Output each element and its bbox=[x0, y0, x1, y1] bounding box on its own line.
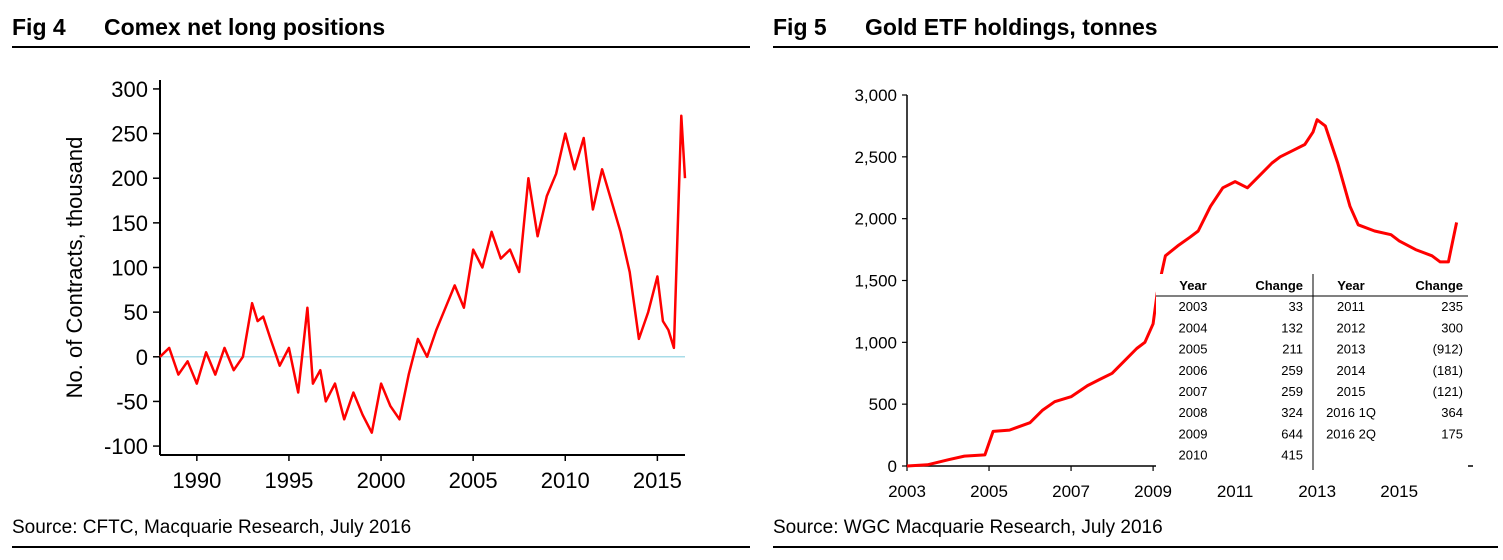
fig5-table-cell: 175 bbox=[1441, 426, 1463, 441]
fig5-table-cell: 2013 bbox=[1337, 342, 1366, 357]
fig4-y-tick-label: -50 bbox=[116, 389, 148, 414]
fig5-table-header: Change bbox=[1415, 278, 1463, 293]
fig5-chart: 0 500 1,000 1,500 2,000 2,500 3,000 2003 2005 200… bbox=[854, 86, 1473, 501]
fig4-x-tick-label: 2015 bbox=[633, 468, 682, 493]
fig5-y-tick-label: 0 bbox=[888, 457, 897, 476]
fig4-title: Fig 4 Comex net long positions bbox=[12, 14, 385, 41]
fig5-panel: Fig 5 Gold ETF holdings, tonnes 0 500 1,000… bbox=[773, 0, 1498, 560]
fig5-table-cell: 415 bbox=[1281, 448, 1303, 463]
fig4-bottom-rule bbox=[12, 546, 750, 548]
fig5-table-cell: 324 bbox=[1281, 405, 1303, 420]
fig5-table-header: Year bbox=[1179, 278, 1206, 293]
fig4-x-tick-label: 2010 bbox=[541, 468, 590, 493]
fig4-top-rule bbox=[12, 46, 750, 48]
fig4-x-tick-label: 2005 bbox=[449, 468, 498, 493]
fig4-y-tick-label: 150 bbox=[111, 211, 148, 236]
fig4-chart: -100 -50 0 50 100 150 200 250 300 1990 1995 2000 200… bbox=[62, 77, 687, 493]
fig5-table-cell: 2005 bbox=[1179, 342, 1208, 357]
fig5-table-cell: 2007 bbox=[1179, 384, 1208, 399]
fig5-table-cell: 2015 bbox=[1337, 384, 1366, 399]
fig5-change-table: Year Change Year Change 2003 33 2004 132 2005 211… bbox=[1156, 274, 1468, 472]
fig4-y-tick-label: 200 bbox=[111, 166, 148, 191]
fig5-x-tick-label: 2013 bbox=[1298, 482, 1336, 501]
fig5-x-tick-label: 2009 bbox=[1134, 482, 1172, 501]
fig4-panel: Fig 4 Comex net long positions -100 -50 0 50… bbox=[12, 0, 750, 560]
fig5-y-tick-label: 3,000 bbox=[854, 86, 897, 105]
fig5-table-cell: 2011 bbox=[1337, 299, 1365, 314]
fig5-table-cell: 2008 bbox=[1179, 405, 1208, 420]
fig5-y-tick-label: 500 bbox=[869, 395, 897, 414]
fig5-y-tick-label: 2,000 bbox=[854, 210, 897, 229]
fig4-series-line bbox=[159, 114, 687, 434]
fig5-table-cell: 211 bbox=[1282, 342, 1303, 357]
fig5-table-cell: 2004 bbox=[1179, 320, 1208, 335]
fig5-table-header: Change bbox=[1255, 278, 1303, 293]
fig5-table-cell: (912) bbox=[1433, 342, 1463, 357]
fig5-table-cell: 2009 bbox=[1179, 426, 1208, 441]
fig5-source: Source: WGC Macquarie Research, July 201… bbox=[773, 517, 1163, 538]
fig5-x-tick-label: 2011 bbox=[1217, 482, 1254, 501]
fig5-table-cell: (181) bbox=[1433, 363, 1463, 378]
fig5-x-tick-label: 2003 bbox=[888, 482, 926, 501]
fig5-top-rule bbox=[773, 46, 1498, 48]
fig5-series-line bbox=[906, 118, 1459, 468]
fig5-table-cell: 2010 bbox=[1179, 448, 1208, 463]
fig5-table-header: Year bbox=[1337, 278, 1364, 293]
fig4-y-axis-label: No. of Contracts, thousand bbox=[62, 137, 87, 399]
fig5-table-cell: 132 bbox=[1281, 320, 1303, 335]
fig5-x-tick-label: 2007 bbox=[1052, 482, 1090, 501]
fig5-table-cell: 2012 bbox=[1337, 320, 1366, 335]
fig4-y-tick-label: 300 bbox=[111, 77, 148, 102]
fig4-y-tick-label: 50 bbox=[124, 300, 148, 325]
fig5-number: Fig 5 bbox=[773, 14, 827, 40]
fig5-table-cell: 2003 bbox=[1179, 299, 1208, 314]
fig5-table-cell: 2014 bbox=[1337, 363, 1366, 378]
fig4-title-text: Comex net long positions bbox=[104, 14, 386, 40]
fig4-y-tick-label: 250 bbox=[111, 122, 148, 147]
fig5-table-cell: 2016 1Q bbox=[1326, 405, 1376, 420]
fig5-title-text: Gold ETF holdings, tonnes bbox=[865, 14, 1158, 40]
fig5-x-tick-label: 2005 bbox=[970, 482, 1008, 501]
fig5-y-tick-label: 1,000 bbox=[854, 333, 897, 352]
fig5-y-tick-label: 1,500 bbox=[854, 272, 897, 291]
fig5-table-cell: (121) bbox=[1433, 384, 1463, 399]
fig4-number: Fig 4 bbox=[12, 14, 66, 40]
fig5-table-cell: 259 bbox=[1281, 363, 1303, 378]
fig4-y-tick-label: 0 bbox=[136, 345, 148, 370]
fig4-x-tick-label: 1990 bbox=[172, 468, 221, 493]
fig5-table-cell: 644 bbox=[1281, 426, 1303, 441]
fig5-table-cell: 300 bbox=[1441, 320, 1463, 335]
fig5-table-cell: 259 bbox=[1281, 384, 1303, 399]
fig5-table-cell: 235 bbox=[1441, 299, 1463, 314]
fig5-table-cell: 33 bbox=[1289, 299, 1303, 314]
fig4-x-tick-label: 1995 bbox=[264, 468, 313, 493]
fig5-table-cell: 2006 bbox=[1179, 363, 1208, 378]
fig5-title: Fig 5 Gold ETF holdings, tonnes bbox=[773, 14, 1158, 41]
fig5-x-tick-label: 2015 bbox=[1380, 482, 1418, 501]
fig4-y-tick-label: -100 bbox=[104, 434, 148, 459]
fig5-y-tick-label: 2,500 bbox=[854, 148, 897, 167]
fig4-source: Source: CFTC, Macquarie Research, July 2… bbox=[12, 517, 412, 538]
fig5-bottom-rule bbox=[773, 546, 1498, 548]
fig5-table-background bbox=[1156, 274, 1468, 472]
fig5-table-cell: 2016 2Q bbox=[1326, 426, 1376, 441]
fig4-y-tick-label: 100 bbox=[111, 256, 148, 281]
fig4-x-tick-label: 2000 bbox=[357, 468, 406, 493]
fig5-table-cell: 364 bbox=[1441, 405, 1463, 420]
